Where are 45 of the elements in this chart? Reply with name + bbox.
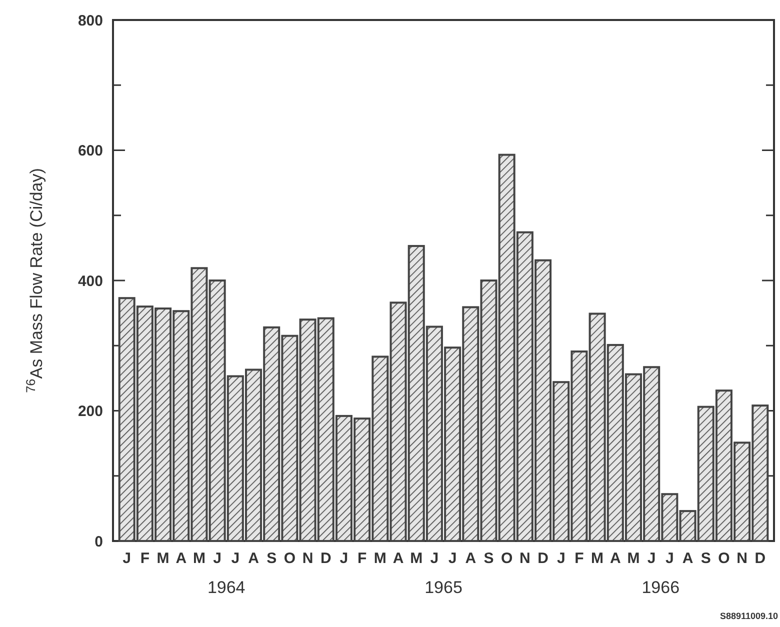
y-tick-label: 600 xyxy=(78,142,103,160)
x-tick-label: J xyxy=(448,550,457,567)
y-tick-label: 200 xyxy=(78,403,103,420)
text: S88911009.10 xyxy=(720,611,778,621)
x-tick-label: N xyxy=(736,550,748,567)
y-tick-label: 0 xyxy=(94,533,103,550)
x-tick-label: S xyxy=(484,550,494,567)
x-tick-label: D xyxy=(320,550,332,567)
x-tick-label: J xyxy=(430,550,439,567)
x-tick-label: J xyxy=(231,550,240,567)
x-tick-label: D xyxy=(754,550,766,567)
text: 1966 xyxy=(642,578,680,597)
x-tick-label: F xyxy=(357,550,367,567)
x-tick-label: M xyxy=(374,550,386,567)
x-tick-label: J xyxy=(647,550,656,567)
x-tick-label: M xyxy=(156,550,170,567)
text: 1964 xyxy=(207,578,246,597)
x-tick-label: A xyxy=(465,550,476,567)
x-tick-label: A xyxy=(176,550,187,567)
x-tick-label: N xyxy=(520,550,530,567)
x-tick-label: A xyxy=(248,550,260,567)
y-tick-label: 400 xyxy=(78,272,103,290)
x-tick-label: S xyxy=(266,550,277,567)
x-tick-label: F xyxy=(574,550,584,567)
x-tick-label: J xyxy=(666,550,674,567)
x-tick-label: N xyxy=(302,550,314,567)
x-tick-label: J xyxy=(340,550,348,567)
x-tick-label: A xyxy=(610,550,621,567)
x-tick-label: O xyxy=(718,550,730,567)
x-tick-label: A xyxy=(682,550,694,567)
x-tick-label: J xyxy=(213,550,222,567)
x-tick-label: O xyxy=(284,550,296,567)
x-tick-label: J xyxy=(556,550,566,567)
x-tick-label: M xyxy=(192,550,206,567)
x-tick-label: M xyxy=(591,550,604,567)
x-tick-label: A xyxy=(392,550,404,567)
x-tick-label: O xyxy=(500,550,513,567)
text: 1965 xyxy=(424,578,462,597)
x-tick-label: J xyxy=(122,550,132,567)
y-tick-label: 800 xyxy=(78,12,103,30)
x-tick-label: F xyxy=(140,550,150,567)
x-tick-label: D xyxy=(538,550,549,567)
x-tick-label: M xyxy=(410,550,423,567)
x-tick-label: S xyxy=(700,550,711,567)
x-tick-label: M xyxy=(627,550,640,567)
